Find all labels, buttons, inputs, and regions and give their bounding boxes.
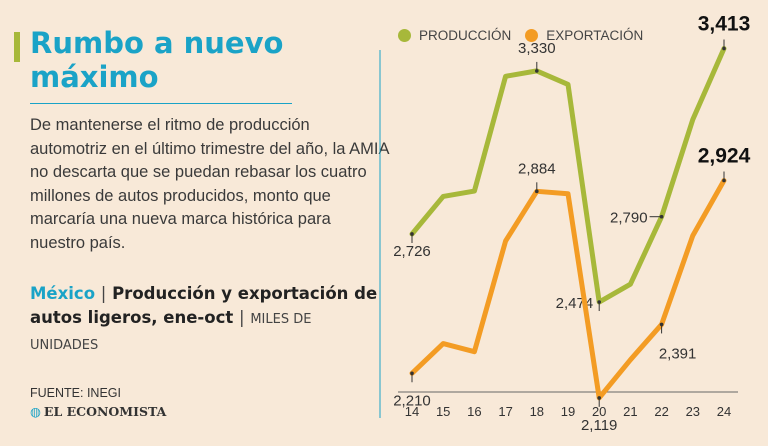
title-accent-bar bbox=[14, 32, 20, 62]
x-tick-label: 22 bbox=[654, 404, 668, 419]
x-tick-label: 18 bbox=[530, 404, 544, 419]
data-point-marker bbox=[659, 322, 664, 327]
data-point-marker bbox=[597, 396, 601, 400]
data-label: 2,790 bbox=[610, 210, 648, 227]
subtitle-country: México bbox=[30, 284, 96, 303]
data-label: 2,726 bbox=[393, 243, 431, 260]
brand-globe-icon: ◍ bbox=[30, 404, 41, 419]
data-point-marker bbox=[535, 189, 539, 194]
x-tick-label: 23 bbox=[686, 404, 700, 419]
brand-logo: ◍ EL ECONOMISTA bbox=[30, 404, 166, 419]
title-divider bbox=[30, 103, 292, 104]
data-point-marker bbox=[659, 214, 664, 219]
data-label: 2,884 bbox=[518, 160, 556, 177]
x-tick-label: 16 bbox=[467, 404, 481, 419]
legend-label-exportacion: EXPORTACIÓN bbox=[546, 28, 644, 43]
subtitle-units: MILES DE UNIDADES bbox=[30, 312, 312, 353]
subtitle-separator: | bbox=[100, 284, 107, 303]
data-label: 2,210 bbox=[393, 392, 431, 409]
data-label: 3,413 bbox=[698, 12, 751, 35]
x-tick-label: 24 bbox=[717, 404, 731, 419]
x-tick-label: 14 bbox=[405, 404, 419, 419]
series-line-1 bbox=[409, 178, 727, 401]
chart-legend: PRODUCCIÓN EXPORTACIÓN bbox=[398, 28, 657, 43]
data-label: 2,391 bbox=[659, 345, 697, 362]
description-text: De mantenerse el ritmo de producción aut… bbox=[30, 116, 389, 252]
legend-item-exportacion: EXPORTACIÓN bbox=[525, 28, 643, 43]
data-label: 3,330 bbox=[518, 40, 556, 57]
data-point-marker bbox=[722, 178, 726, 183]
x-tick-label: 15 bbox=[436, 404, 450, 419]
legend-dot-produccion bbox=[398, 29, 411, 42]
chart-subtitle: México | Producción y exportación de aut… bbox=[30, 282, 380, 358]
subtitle-separator-2: | bbox=[239, 308, 245, 327]
brand-name: EL ECONOMISTA bbox=[43, 404, 167, 419]
legend-label-produccion: PRODUCCIÓN bbox=[419, 28, 512, 43]
legend-item-produccion: PRODUCCIÓN bbox=[398, 28, 511, 43]
subtitle-text: Producción y exportación de autos ligero… bbox=[30, 284, 378, 327]
x-tick-label: 20 bbox=[592, 404, 606, 419]
legend-dot-exportacion bbox=[525, 29, 539, 42]
data-point-marker bbox=[410, 232, 414, 236]
data-label: 2,924 bbox=[698, 145, 751, 168]
data-point-marker bbox=[535, 69, 539, 73]
data-point-marker bbox=[597, 300, 601, 304]
x-tick-label: 19 bbox=[561, 404, 575, 419]
page-title: Rumbo a nuevo máximo bbox=[30, 26, 284, 94]
x-tick-label: 21 bbox=[623, 404, 637, 419]
data-label: 2,119 bbox=[581, 417, 617, 434]
series-line-0 bbox=[409, 45, 727, 305]
data-point-marker bbox=[410, 371, 414, 376]
x-tick-label: 17 bbox=[498, 404, 512, 419]
data-point-marker bbox=[722, 46, 726, 51]
source-note: FUENTE: INEGI bbox=[30, 386, 121, 400]
